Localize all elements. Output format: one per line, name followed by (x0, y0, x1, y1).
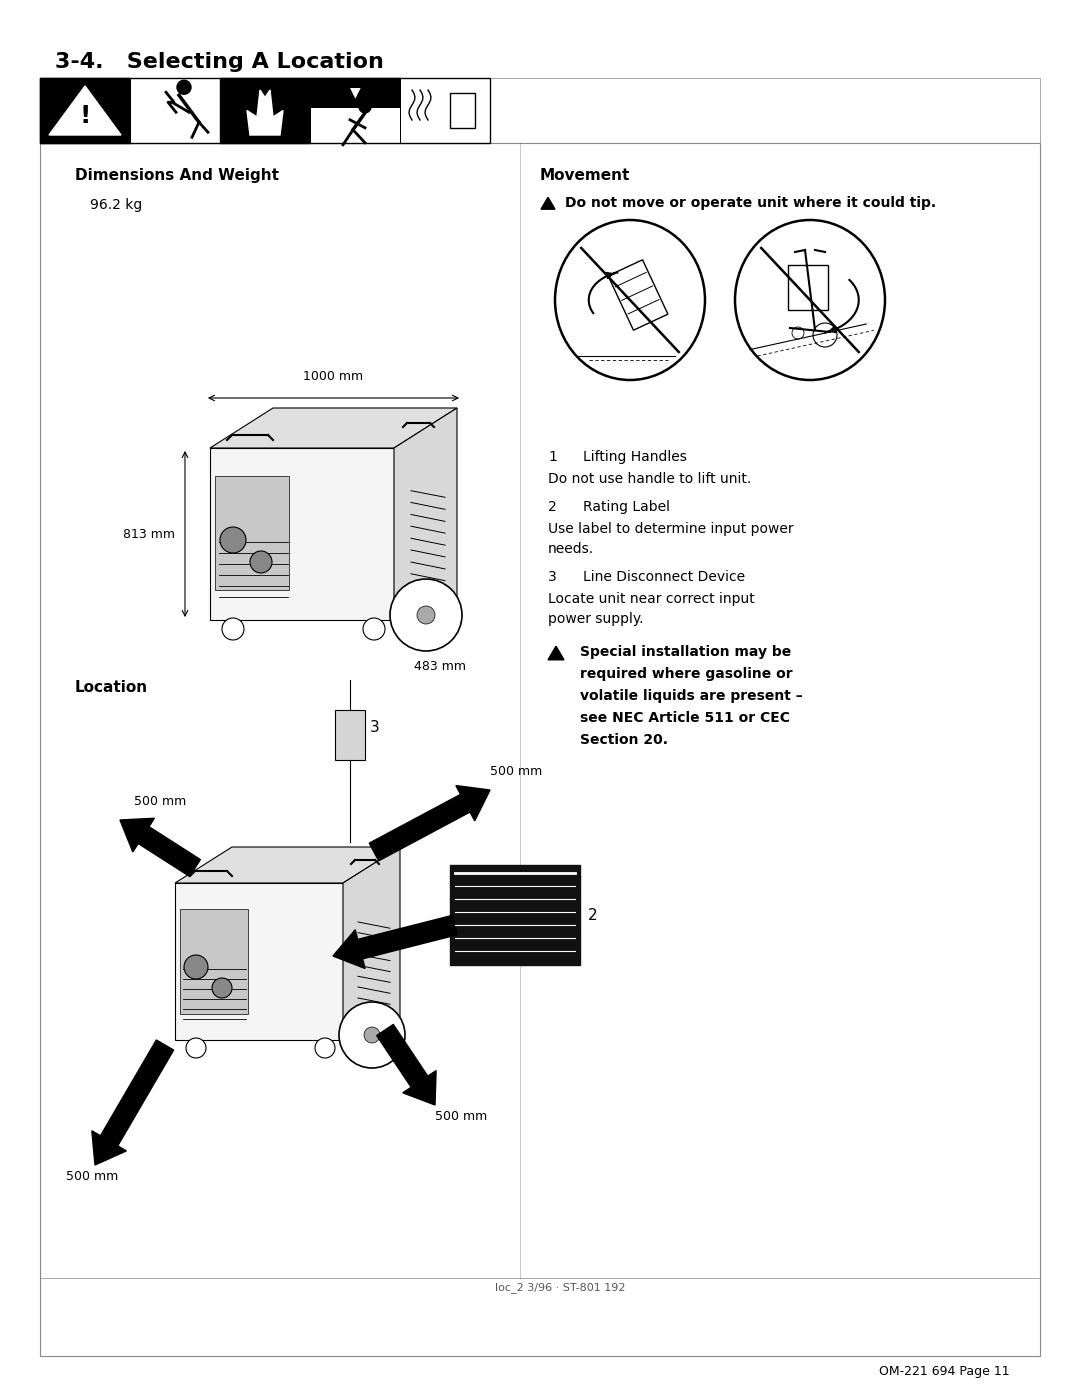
Polygon shape (210, 448, 394, 620)
Text: required where gasoline or: required where gasoline or (580, 666, 793, 680)
Text: OM-221 694 Page 11: OM-221 694 Page 11 (879, 1365, 1010, 1377)
Bar (180, 909, 248, 1014)
Polygon shape (92, 1039, 174, 1165)
Text: Do not use handle to lift unit.: Do not use handle to lift unit. (548, 472, 752, 486)
Circle shape (315, 1038, 335, 1058)
Circle shape (177, 80, 191, 94)
Circle shape (417, 606, 435, 624)
Circle shape (339, 1002, 405, 1067)
Bar (40, 78, 1040, 1278)
Polygon shape (247, 89, 283, 136)
Bar (215, 476, 289, 590)
Text: 1000 mm: 1000 mm (302, 370, 363, 383)
Bar (335, 710, 365, 760)
Circle shape (249, 550, 272, 573)
Text: Special installation may be: Special installation may be (580, 645, 792, 659)
Bar (450, 94, 475, 129)
Text: see NEC Article 511 or CEC: see NEC Article 511 or CEC (580, 711, 789, 725)
Text: 500 mm: 500 mm (134, 795, 186, 807)
Text: ▼: ▼ (350, 85, 361, 99)
Circle shape (390, 578, 462, 651)
Text: Lifting Handles: Lifting Handles (583, 450, 687, 464)
Bar (450, 865, 580, 965)
Text: 500 mm: 500 mm (490, 766, 542, 778)
Text: 483 mm: 483 mm (414, 659, 465, 673)
Bar (310, 78, 400, 108)
Circle shape (222, 617, 244, 640)
Polygon shape (175, 883, 343, 1039)
Polygon shape (175, 847, 400, 883)
Text: 2: 2 (588, 908, 597, 922)
Text: Dimensions And Weight: Dimensions And Weight (75, 168, 279, 183)
Text: Line Disconnect Device: Line Disconnect Device (583, 570, 745, 584)
Polygon shape (541, 197, 555, 210)
Text: Movement: Movement (540, 168, 631, 183)
Polygon shape (369, 785, 490, 861)
Text: 3-4.   Selecting A Location: 3-4. Selecting A Location (55, 52, 383, 73)
Polygon shape (49, 87, 121, 136)
Polygon shape (333, 915, 458, 968)
Text: !: ! (79, 103, 91, 127)
Text: Use label to determine input power: Use label to determine input power (548, 522, 794, 536)
Polygon shape (120, 819, 201, 876)
Bar (130, 78, 220, 142)
Circle shape (363, 617, 384, 640)
Text: Do not move or operate unit where it could tip.: Do not move or operate unit where it cou… (565, 196, 936, 210)
Bar (40, 78, 130, 142)
Text: volatile liquids are present –: volatile liquids are present – (580, 689, 802, 703)
Polygon shape (343, 847, 400, 1039)
Text: needs.: needs. (548, 542, 594, 556)
Text: 500 mm: 500 mm (435, 1111, 487, 1123)
Text: 500 mm: 500 mm (66, 1171, 118, 1183)
Polygon shape (394, 408, 457, 620)
Text: 1: 1 (548, 450, 557, 464)
Text: 813 mm: 813 mm (123, 528, 175, 541)
Bar (40, 142, 1040, 1356)
Text: 2: 2 (548, 500, 557, 514)
Text: loc_2 3/96 · ST-801 192: loc_2 3/96 · ST-801 192 (495, 1282, 625, 1292)
Polygon shape (548, 647, 564, 659)
Text: Section 20.: Section 20. (580, 733, 669, 747)
Circle shape (212, 978, 232, 997)
Circle shape (220, 527, 246, 553)
Bar (310, 108, 400, 142)
Text: power supply.: power supply. (548, 612, 644, 626)
Text: 3: 3 (370, 719, 380, 735)
Bar (40, 78, 490, 142)
Circle shape (359, 101, 372, 113)
Text: Rating Label: Rating Label (583, 500, 670, 514)
Text: Locate unit near correct input: Locate unit near correct input (548, 592, 755, 606)
Polygon shape (210, 408, 457, 448)
Text: Location: Location (75, 680, 148, 694)
Circle shape (184, 956, 208, 979)
Bar (400, 78, 490, 142)
Circle shape (186, 1038, 206, 1058)
Text: 96.2 kg: 96.2 kg (90, 198, 143, 212)
Text: 3: 3 (548, 570, 557, 584)
Circle shape (364, 1027, 380, 1044)
Polygon shape (377, 1024, 436, 1105)
Bar (220, 78, 310, 142)
